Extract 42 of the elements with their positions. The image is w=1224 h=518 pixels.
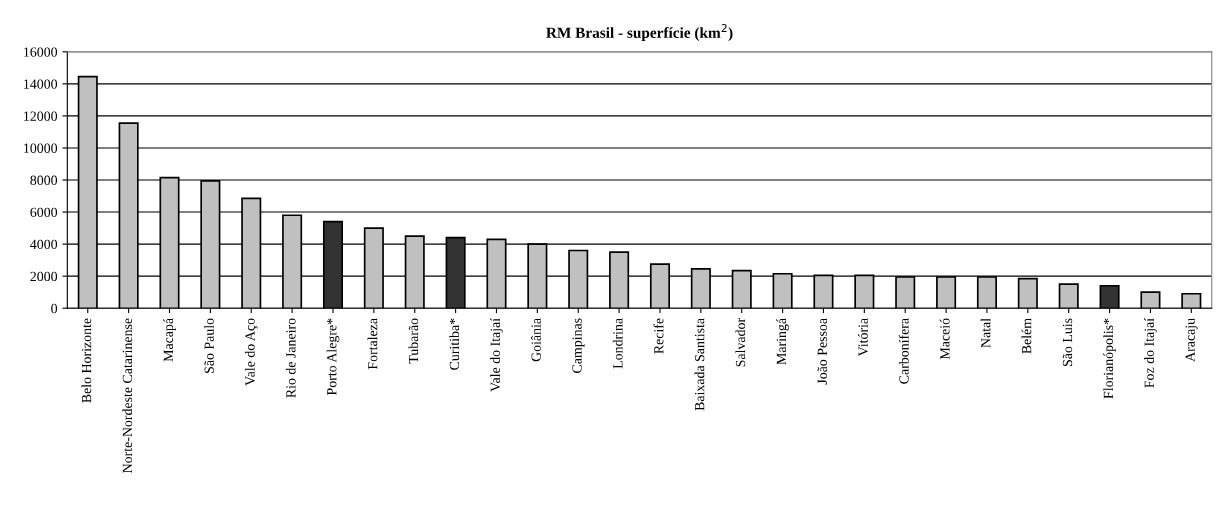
bar: [1099, 284, 1120, 309]
x-tick-label: Belo Horizonte: [81, 318, 92, 403]
y-tick-label: 16000: [24, 47, 58, 57]
x-tick-label: Maceió: [939, 318, 950, 360]
x-tick-label: Baixada Santista: [694, 318, 705, 411]
y-tick-label: 10000: [24, 143, 58, 153]
x-tick-label: Aracaju: [1185, 318, 1198, 362]
x-tick-label: Foz do Itajaí: [1144, 318, 1157, 388]
y-tick-label: 14000: [24, 79, 58, 89]
y-tick-label: 8000: [30, 175, 58, 185]
x-tick-label: Curitiba*: [449, 318, 460, 370]
x-tick-label: Norte-Nordeste Catarinense: [122, 318, 133, 473]
y-tick-label: 0: [51, 303, 58, 314]
x-tick-label: Londrina: [612, 318, 623, 369]
x-tick-label: Porto Alegre*: [326, 318, 340, 396]
x-tick-label: São Luis: [1062, 318, 1073, 366]
x-tick-label: Recife: [653, 318, 664, 354]
x-tick-label: Vale do Aço: [244, 318, 258, 386]
x-tick-label: Campinas: [572, 318, 585, 373]
x-tick-label: Natal: [980, 318, 991, 348]
x-tick-label: Goiânia: [531, 318, 541, 362]
y-tick-label: 4000: [30, 239, 58, 250]
x-tick-label: Belém: [1021, 318, 1032, 354]
x-tick-label: Macapá: [163, 318, 176, 362]
x-tick-label: Vale do Itajaí: [490, 318, 503, 392]
bar: [1181, 292, 1202, 309]
x-tick-label: São Paulo: [204, 318, 214, 373]
x-tick-label: Carbonífera: [898, 318, 909, 384]
x-tick-label: João Pessoa: [817, 318, 827, 385]
x-tick-label: Rio de Janeiro: [285, 318, 296, 398]
bar: [1140, 291, 1161, 309]
x-tick-label: Vitória: [858, 318, 868, 357]
y-tick-label: 6000: [30, 207, 58, 218]
x-tick-label: Fortaleza: [367, 318, 378, 370]
y-tick-label: 2000: [30, 271, 58, 282]
chart-title: RM Brasil - superfície (km$^{2}$): [546, 24, 733, 42]
x-tick-label: Maringá: [776, 318, 789, 365]
x-tick-label: Salvador: [735, 318, 746, 367]
bar: [1058, 283, 1079, 309]
x-tick-label: Florianópolis*: [1103, 318, 1116, 399]
x-tick-label: Tubarão: [408, 318, 419, 364]
y-tick-label: 12000: [24, 111, 58, 121]
